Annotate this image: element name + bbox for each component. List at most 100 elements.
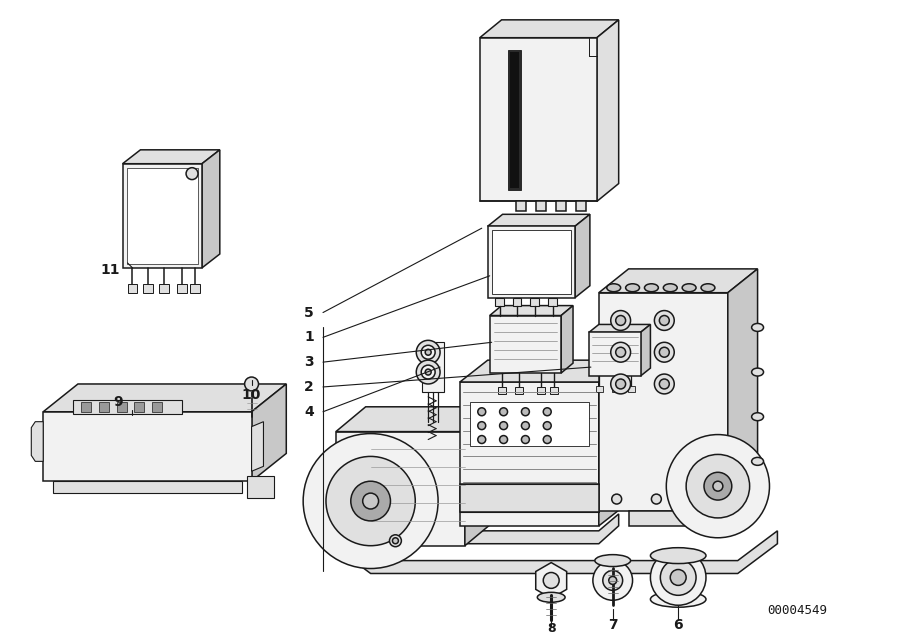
- Ellipse shape: [752, 323, 763, 331]
- Polygon shape: [728, 269, 758, 511]
- Circle shape: [421, 365, 435, 379]
- Polygon shape: [122, 150, 220, 164]
- Bar: [127, 168, 198, 264]
- Bar: [470, 402, 589, 446]
- Bar: [159, 284, 169, 293]
- Ellipse shape: [663, 284, 677, 291]
- Circle shape: [611, 311, 631, 330]
- Circle shape: [654, 311, 674, 330]
- Circle shape: [616, 379, 625, 389]
- Ellipse shape: [644, 284, 659, 291]
- Circle shape: [611, 342, 631, 362]
- Circle shape: [326, 457, 415, 545]
- Circle shape: [245, 377, 258, 391]
- Text: 10: 10: [242, 388, 261, 402]
- Bar: [460, 485, 598, 512]
- Ellipse shape: [682, 284, 696, 291]
- Polygon shape: [488, 215, 590, 226]
- Polygon shape: [490, 305, 573, 316]
- Circle shape: [661, 559, 696, 596]
- Circle shape: [351, 481, 391, 521]
- Circle shape: [603, 570, 623, 591]
- Bar: [336, 432, 465, 545]
- Circle shape: [303, 434, 438, 568]
- Ellipse shape: [626, 284, 640, 291]
- Circle shape: [660, 347, 670, 358]
- Text: 7: 7: [608, 618, 617, 632]
- Bar: [517, 201, 526, 211]
- Text: 2: 2: [304, 380, 314, 394]
- Circle shape: [544, 436, 551, 443]
- Polygon shape: [351, 514, 618, 544]
- Bar: [628, 511, 693, 526]
- Bar: [43, 411, 252, 481]
- Circle shape: [421, 345, 435, 359]
- Bar: [99, 402, 109, 411]
- Bar: [596, 386, 603, 392]
- Text: 00004549: 00004549: [768, 604, 827, 617]
- Circle shape: [616, 316, 625, 326]
- Bar: [498, 387, 506, 394]
- Bar: [495, 298, 504, 305]
- Text: 1: 1: [304, 330, 314, 344]
- Polygon shape: [589, 324, 651, 332]
- Polygon shape: [536, 563, 567, 598]
- Bar: [589, 332, 641, 376]
- Circle shape: [417, 340, 440, 364]
- Circle shape: [478, 422, 486, 430]
- Circle shape: [186, 168, 198, 180]
- Bar: [627, 386, 634, 392]
- Text: 6: 6: [673, 618, 683, 632]
- Ellipse shape: [537, 592, 565, 602]
- Circle shape: [670, 570, 686, 585]
- Circle shape: [478, 408, 486, 416]
- Text: 5: 5: [304, 305, 314, 319]
- Circle shape: [500, 422, 508, 430]
- Circle shape: [544, 408, 551, 416]
- Bar: [612, 386, 618, 392]
- Circle shape: [660, 379, 670, 389]
- Bar: [548, 298, 557, 305]
- Polygon shape: [202, 150, 220, 268]
- Bar: [512, 298, 521, 305]
- Circle shape: [616, 347, 625, 358]
- Bar: [530, 298, 539, 305]
- Circle shape: [417, 360, 440, 384]
- Polygon shape: [336, 407, 495, 432]
- Circle shape: [521, 408, 529, 416]
- Circle shape: [500, 436, 508, 443]
- Bar: [177, 284, 187, 293]
- Ellipse shape: [752, 368, 763, 376]
- Bar: [190, 284, 200, 293]
- Bar: [598, 293, 728, 511]
- Circle shape: [478, 436, 486, 443]
- Circle shape: [686, 455, 750, 518]
- Circle shape: [521, 422, 529, 430]
- Circle shape: [652, 494, 662, 504]
- Polygon shape: [252, 422, 264, 471]
- Circle shape: [425, 369, 431, 375]
- Bar: [460, 382, 598, 526]
- Polygon shape: [480, 20, 618, 37]
- Polygon shape: [597, 20, 618, 201]
- Bar: [247, 476, 274, 498]
- Circle shape: [612, 494, 622, 504]
- Circle shape: [654, 374, 674, 394]
- Bar: [516, 387, 524, 394]
- Bar: [536, 201, 546, 211]
- Ellipse shape: [595, 554, 631, 566]
- Bar: [128, 284, 138, 293]
- Polygon shape: [43, 384, 286, 411]
- Bar: [488, 226, 575, 298]
- Bar: [480, 37, 597, 201]
- Circle shape: [390, 535, 401, 547]
- Bar: [152, 402, 162, 411]
- Circle shape: [608, 577, 617, 584]
- Bar: [509, 51, 519, 187]
- Circle shape: [500, 408, 508, 416]
- Ellipse shape: [752, 413, 763, 421]
- Bar: [556, 201, 566, 211]
- Bar: [491, 231, 571, 294]
- Bar: [81, 402, 91, 411]
- Ellipse shape: [607, 284, 621, 291]
